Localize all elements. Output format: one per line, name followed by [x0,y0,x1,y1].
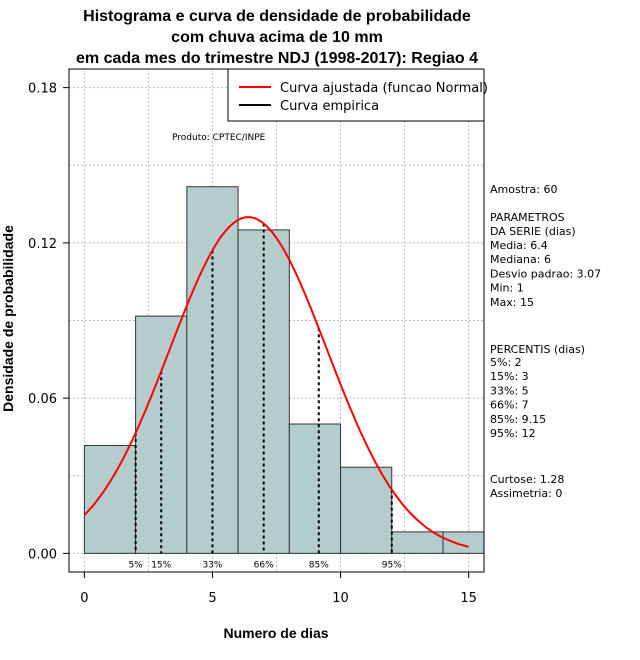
shape-stat: Assimetria: 0 [490,487,562,500]
param-item: Media: 6.4 [490,239,548,252]
chart-title-line: com chuva acima de 10 mm [171,29,383,46]
normal-curve [83,216,469,548]
param-item: Desvio padrao: 3.07 [490,267,601,280]
percentile-label: 33% [202,560,222,570]
histogram-bar [288,423,342,554]
y-tick-label: 0.06 [28,392,57,407]
y-tick-label: 0.12 [28,237,57,252]
histogram-bars [83,186,485,554]
percentil-item: 5%: 2 [490,356,522,369]
shape-stat: Curtose: 1.28 [490,473,564,486]
y-tick-label: 0.18 [28,82,57,97]
param-item: Mediana: 6 [490,253,551,266]
normal-curve-line [83,216,469,548]
param-item: Max: 15 [490,296,534,309]
x-tick-label: 5 [208,591,216,606]
histogram-bar [391,531,444,554]
percentile-label: 5% [128,560,143,570]
y-tick-label: 0.00 [28,547,57,562]
histogram-bar [135,315,188,554]
chart-title-line: Histograma e curva de densidade de proba… [83,8,471,25]
percentis-title: PERCENTIS (dias) [490,343,585,356]
chart-title: Histograma e curva de densidade de proba… [76,8,478,67]
percentil-item: 66%: 7 [490,399,529,412]
legend-label-normal: Curva ajustada (funcao Normal) [280,81,488,96]
product-annotation: Produto: CPTEC/INPE [172,133,266,143]
percentile-label: 95% [382,560,402,570]
percentil-item: 15%: 3 [490,370,529,383]
histogram-bar [442,531,485,554]
x-tick-label: 15 [460,591,477,606]
params-title: PARAMETROS [490,211,565,224]
x-axis-title: Numero de dias [223,625,328,641]
param-item: Min: 1 [490,282,524,295]
percentile-label: 15% [151,560,171,570]
percentile-label: 85% [309,560,329,570]
y-axis-title: Densidade de probabilidade [0,225,16,412]
percentile-label: 66% [254,560,274,570]
percentil-item: 85%: 9.15 [490,413,546,426]
histogram-bar [83,444,137,554]
histogram-bar [340,466,393,554]
chart-title-line: em cada mes do trimestre NDJ (1998-2017)… [76,50,478,67]
legend: Curva ajustada (funcao Normal) Curva empi… [227,68,488,122]
percentil-item: 33%: 5 [490,384,529,397]
legend-label-empirical: Curva empirica [280,99,379,114]
legend-box [227,68,485,122]
percentil-item: 95%: 12 [490,427,536,440]
percentile-lines: 5% 15% 33% 66% 85% 95% [128,223,402,570]
params-title: DA SERIE (dias) [490,225,576,238]
sample-size: Amostra: 60 [490,183,557,196]
x-tick-label: 10 [332,591,349,606]
x-tick-label: 0 [80,591,88,606]
